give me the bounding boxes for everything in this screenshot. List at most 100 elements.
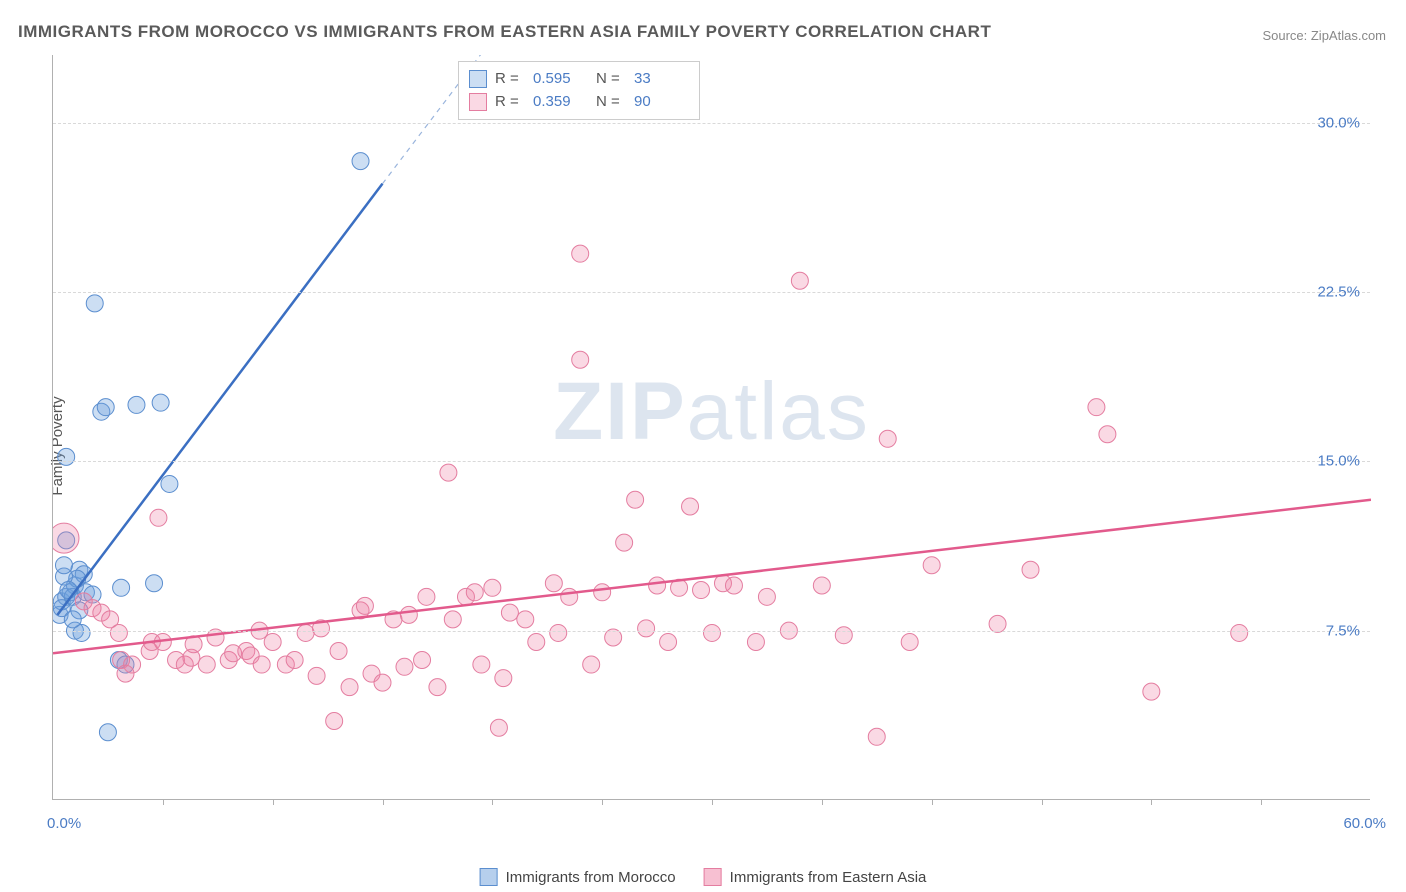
x-tick <box>932 799 933 805</box>
data-point <box>528 633 545 650</box>
data-point <box>374 674 391 691</box>
data-point <box>110 624 127 641</box>
data-point <box>146 575 163 592</box>
legend-swatch <box>480 868 498 886</box>
chart-container: IMMIGRANTS FROM MOROCCO VS IMMIGRANTS FR… <box>0 0 1406 892</box>
r-label: R = <box>495 91 525 114</box>
data-point <box>835 627 852 644</box>
data-point <box>117 665 134 682</box>
data-point <box>330 643 347 660</box>
data-point <box>484 579 501 596</box>
data-point <box>414 652 431 669</box>
data-point <box>1099 426 1116 443</box>
data-point <box>627 491 644 508</box>
x-tick <box>492 799 493 805</box>
n-value: 33 <box>634 68 689 91</box>
data-point <box>616 534 633 551</box>
legend-swatch <box>469 93 487 111</box>
data-point <box>440 464 457 481</box>
legend-swatch <box>469 70 487 88</box>
legend-label: Immigrants from Eastern Asia <box>730 869 927 886</box>
n-label: N = <box>596 68 626 91</box>
x-tick <box>163 799 164 805</box>
data-point <box>594 584 611 601</box>
data-point <box>517 611 534 628</box>
data-point <box>396 658 413 675</box>
data-point <box>444 611 461 628</box>
r-value: 0.595 <box>533 68 588 91</box>
x-tick <box>1261 799 1262 805</box>
grid-line <box>53 631 1370 632</box>
source-label: Source: ZipAtlas.com <box>1262 28 1386 43</box>
stats-legend-row: R = 0.595 N = 33 <box>469 68 689 91</box>
data-point <box>490 719 507 736</box>
data-point <box>1022 561 1039 578</box>
data-point <box>660 633 677 650</box>
data-point <box>341 679 358 696</box>
data-point <box>128 396 145 413</box>
x-tick <box>712 799 713 805</box>
data-point <box>60 582 77 599</box>
data-point <box>704 624 721 641</box>
data-point <box>326 712 343 729</box>
r-label: R = <box>495 68 525 91</box>
x-tick <box>1042 799 1043 805</box>
data-point <box>758 588 775 605</box>
x-tick <box>822 799 823 805</box>
data-point <box>1088 399 1105 416</box>
chart-title: IMMIGRANTS FROM MOROCCO VS IMMIGRANTS FR… <box>18 22 991 42</box>
stats-legend-row: R = 0.359 N = 90 <box>469 91 689 114</box>
data-point <box>64 611 81 628</box>
n-label: N = <box>596 91 626 114</box>
data-point <box>473 656 490 673</box>
data-point <box>161 475 178 492</box>
data-point <box>113 579 130 596</box>
x-tick <box>602 799 603 805</box>
legend-item: Immigrants from Eastern Asia <box>704 868 927 886</box>
data-point <box>561 588 578 605</box>
data-point <box>308 667 325 684</box>
data-point <box>97 399 114 416</box>
grid-line <box>53 292 1370 293</box>
x-tick-label: 0.0% <box>47 815 81 832</box>
data-point <box>352 153 369 170</box>
data-point <box>583 656 600 673</box>
data-point <box>638 620 655 637</box>
data-point <box>466 584 483 601</box>
data-point <box>198 656 215 673</box>
legend-swatch <box>704 868 722 886</box>
y-tick-label: 30.0% <box>1317 114 1360 131</box>
data-point <box>923 557 940 574</box>
data-point <box>649 577 666 594</box>
x-tick <box>1151 799 1152 805</box>
data-point <box>253 656 270 673</box>
data-point <box>550 624 567 641</box>
n-value: 90 <box>634 91 689 114</box>
data-point <box>868 728 885 745</box>
data-point <box>99 724 116 741</box>
data-point <box>495 670 512 687</box>
data-point <box>152 394 169 411</box>
r-value: 0.359 <box>533 91 588 114</box>
grid-line <box>53 461 1370 462</box>
plot-area: ZIPatlas R =0.595N =33R =0.359N =90 7.5%… <box>52 55 1370 800</box>
data-point <box>58 448 75 465</box>
data-point <box>901 633 918 650</box>
data-point <box>1231 624 1248 641</box>
data-point <box>86 295 103 312</box>
data-point <box>55 557 72 574</box>
data-point <box>400 606 417 623</box>
data-point <box>747 633 764 650</box>
legend-item: Immigrants from Morocco <box>480 868 676 886</box>
x-tick <box>273 799 274 805</box>
data-point <box>264 633 281 650</box>
data-point <box>356 597 373 614</box>
data-point <box>572 351 589 368</box>
data-point <box>286 652 303 669</box>
data-point <box>150 509 167 526</box>
x-tick <box>383 799 384 805</box>
data-point <box>791 272 808 289</box>
x-tick-label: 60.0% <box>1343 815 1386 832</box>
bottom-legend: Immigrants from Morocco Immigrants from E… <box>480 868 927 886</box>
y-tick-label: 7.5% <box>1326 622 1360 639</box>
